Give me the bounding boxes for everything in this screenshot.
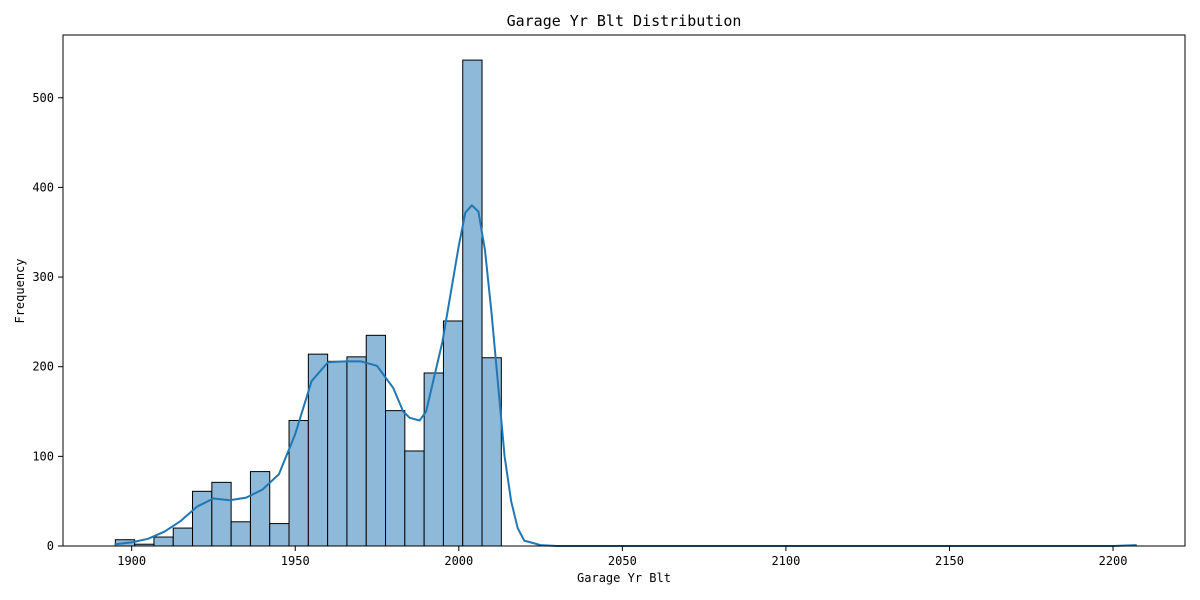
histogram-bar <box>385 410 406 547</box>
histogram-bar <box>327 360 348 547</box>
histogram-bars <box>114 59 502 547</box>
x-tick-label: 2000 <box>444 554 473 568</box>
histogram-bar <box>404 450 425 547</box>
histogram-bar <box>192 490 213 547</box>
x-tick-label: 1900 <box>117 554 146 568</box>
histogram-bar <box>269 523 290 547</box>
x-tick-label: 2200 <box>1099 554 1128 568</box>
histogram-bar <box>288 419 309 547</box>
x-axis-ticks: 1900 1950 2000 2050 2100 2150 2200 <box>117 546 1127 568</box>
y-tick-label: 200 <box>32 360 54 374</box>
histogram-bar <box>230 521 251 547</box>
x-axis-label: Garage Yr Blt <box>577 571 671 585</box>
y-tick-label: 300 <box>32 270 54 284</box>
chart-title: Garage Yr Blt Distribution <box>507 12 742 30</box>
kde-line <box>114 204 1137 547</box>
y-axis-ticks: 0 100 200 300 400 500 <box>32 91 63 553</box>
x-tick-label: 2150 <box>935 554 964 568</box>
histogram-bar <box>172 527 194 547</box>
plot-area <box>62 34 1186 547</box>
x-tick-label: 2100 <box>771 554 800 568</box>
histogram-bar <box>442 320 464 547</box>
y-axis-label: Frequency <box>13 258 27 323</box>
x-tick-label: 1950 <box>281 554 310 568</box>
y-tick-label: 400 <box>32 180 54 194</box>
histogram-bar <box>365 334 387 547</box>
histogram-bar <box>462 59 483 547</box>
histogram-bar <box>423 372 444 547</box>
y-tick-label: 500 <box>32 91 54 105</box>
histogram-bar <box>249 471 271 547</box>
y-tick-label: 0 <box>47 539 54 553</box>
plot-border <box>62 34 1186 547</box>
histogram-bar <box>153 536 174 547</box>
x-tick-label: 2050 <box>608 554 637 568</box>
kde-curve-group <box>114 204 1137 547</box>
histogram-bar <box>346 356 367 547</box>
histogram-bar <box>211 481 232 547</box>
y-tick-label: 100 <box>32 449 54 463</box>
